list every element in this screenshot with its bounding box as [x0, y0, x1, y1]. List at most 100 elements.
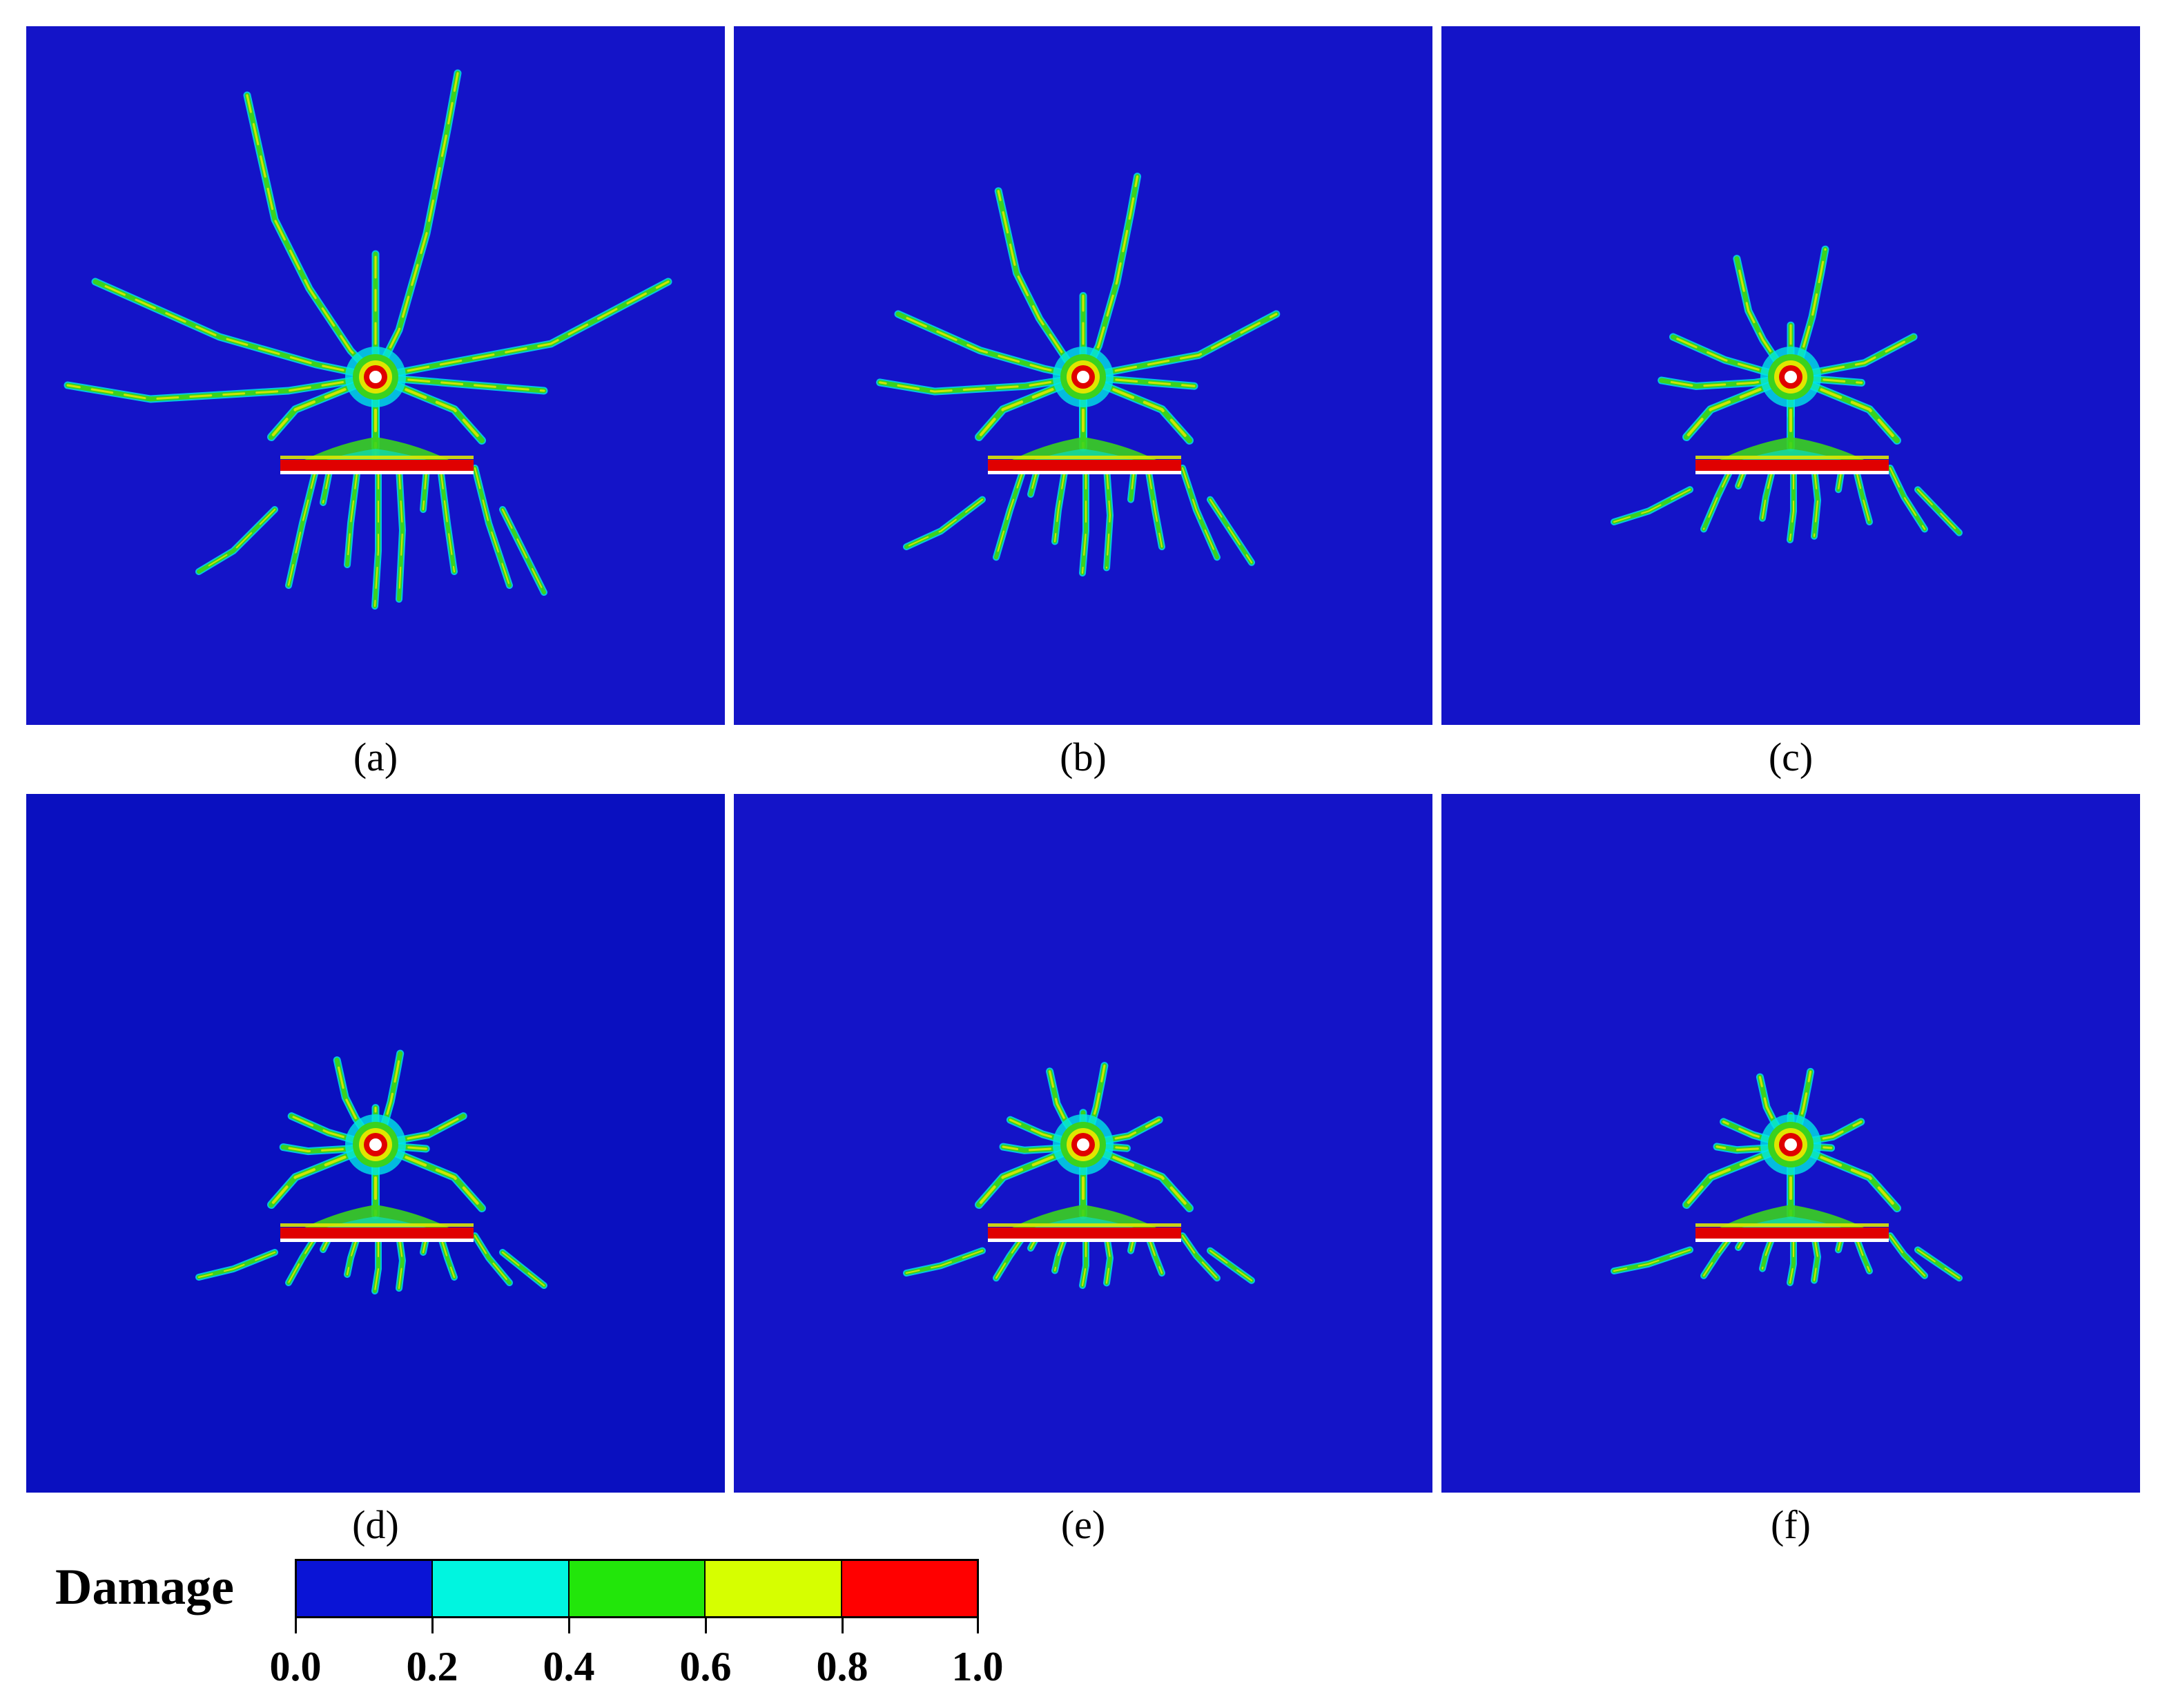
crack: [1082, 376, 1191, 442]
crack: [1182, 467, 1218, 559]
colorbar-tick-label: 0.2: [406, 1644, 458, 1689]
colorbar-segment-1: [297, 1561, 434, 1616]
crack: [374, 467, 379, 607]
crack: [374, 376, 545, 392]
crack: [1082, 313, 1278, 378]
crack: [1917, 1249, 1960, 1279]
crack: [374, 280, 670, 378]
damage-band: [988, 456, 1181, 459]
crack: [270, 1143, 377, 1206]
panel-caption-d: (d): [352, 1502, 399, 1547]
damage-band: [988, 1227, 1181, 1239]
crack: [374, 72, 459, 378]
colorbar-tick: [431, 1618, 434, 1633]
damage-band: [988, 1223, 1181, 1227]
crack: [1762, 467, 1773, 519]
crack: [1855, 467, 1870, 523]
crack: [440, 467, 455, 572]
crack: [995, 1235, 1024, 1279]
crack: [440, 1235, 455, 1278]
colorbar-tick-label: 0.4: [543, 1644, 595, 1689]
colorbar-segment-5: [842, 1561, 978, 1616]
slot-line: [280, 1239, 474, 1242]
panel-caption-f: (f): [1771, 1502, 1811, 1547]
crack: [246, 94, 377, 378]
colorbar-tick: [842, 1618, 844, 1633]
crack: [1106, 467, 1111, 569]
colorbar: [295, 1559, 979, 1618]
colorbar-tick-label: 0.0: [269, 1644, 322, 1689]
panel-caption-b: (b): [1060, 735, 1107, 779]
crack: [398, 467, 404, 600]
crack: [978, 376, 1085, 438]
damage-map-b: [734, 26, 1432, 725]
crack: [1814, 1235, 1819, 1281]
crack: [1917, 489, 1960, 534]
crack: [1889, 1235, 1925, 1277]
damage-band: [1695, 1227, 1889, 1239]
slot-line: [1695, 1239, 1889, 1242]
crack: [1147, 1235, 1163, 1274]
crack: [879, 376, 1085, 393]
crack: [1789, 1235, 1794, 1283]
borehole: [1785, 371, 1797, 383]
slot-line: [1695, 471, 1889, 474]
crack: [1789, 1143, 1898, 1210]
colorbar-tick-label: 1.0: [951, 1644, 1004, 1689]
crack: [1054, 1235, 1066, 1272]
crack: [1855, 1235, 1870, 1272]
borehole: [1785, 1138, 1797, 1151]
colorbar-tick-label: 0.8: [816, 1644, 868, 1689]
crack: [270, 376, 377, 438]
crack: [347, 467, 358, 565]
colorbar-segment-2: [433, 1561, 570, 1616]
legend-title: Damage: [55, 1559, 234, 1615]
crack: [1082, 175, 1138, 378]
colorbar-tick: [977, 1618, 979, 1633]
damage-map-e: [734, 794, 1432, 1493]
crack: [1054, 467, 1066, 543]
panel-caption-e: (e): [1060, 1502, 1106, 1547]
crack: [198, 1252, 275, 1278]
crack: [1685, 1143, 1792, 1206]
colorbar-tick: [568, 1618, 570, 1633]
crack: [398, 1235, 404, 1289]
crack: [1703, 467, 1732, 530]
crack: [198, 509, 275, 572]
crack: [66, 376, 377, 400]
crack: [1789, 376, 1898, 442]
damage-map-c: [1441, 26, 2140, 725]
damage-band: [1695, 1223, 1889, 1227]
crack: [374, 376, 483, 442]
crack: [1889, 467, 1925, 530]
damage-map-f: [1441, 794, 2140, 1493]
borehole: [1077, 371, 1089, 383]
crack: [1082, 1143, 1191, 1210]
borehole: [1077, 1138, 1089, 1151]
crack: [374, 1235, 379, 1292]
crack: [1082, 1235, 1087, 1286]
colorbar-segment-3: [569, 1561, 706, 1616]
damage-band: [1695, 460, 1889, 471]
slot-line: [280, 471, 474, 474]
damage-map-d: [26, 794, 725, 1493]
crack: [1685, 376, 1792, 438]
crack: [374, 1143, 483, 1210]
crack: [502, 509, 545, 593]
crack: [422, 467, 427, 510]
crack: [1613, 489, 1691, 523]
crack: [1703, 1235, 1732, 1277]
crack: [1106, 1235, 1111, 1284]
crack: [474, 467, 510, 586]
colorbar-tick: [295, 1618, 297, 1633]
crack: [1814, 467, 1819, 537]
borehole: [369, 371, 382, 383]
panel-caption-c: (c): [1768, 735, 1814, 779]
crack: [1082, 467, 1087, 574]
crack: [995, 467, 1024, 559]
crack: [1789, 467, 1794, 541]
crack: [1209, 498, 1252, 563]
crack: [1209, 1250, 1252, 1281]
crack: [502, 1252, 545, 1286]
crack: [347, 1235, 358, 1275]
